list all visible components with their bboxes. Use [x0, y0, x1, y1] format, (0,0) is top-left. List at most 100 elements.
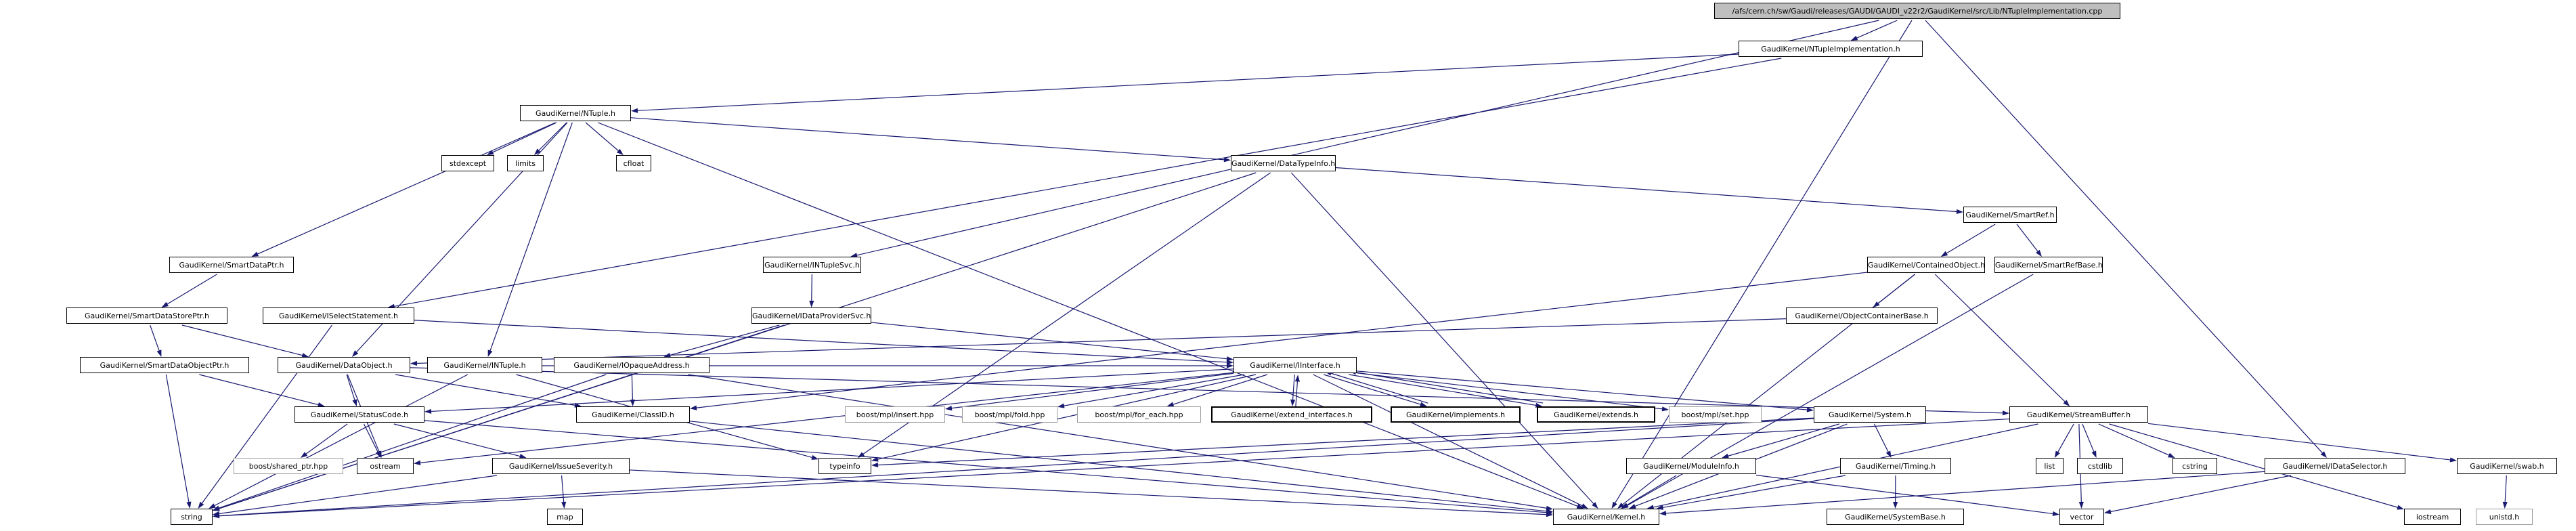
edge-ntuple-to-smartdataptr	[251, 122, 556, 257]
edge-smartdatastoreptr-to-smartdataobjectptr	[150, 324, 162, 357]
edge-datatypeinfo-to-smartref	[1335, 167, 1963, 214]
edge-streambuffer-to-swab	[2147, 423, 2457, 463]
edge-datatypeinfo-to-kernel	[1290, 172, 1598, 509]
edge-extend_interfaces-to-iinterface	[1294, 375, 1301, 407]
node-extends[interactable]: GaudiKernel/extends.h	[1537, 406, 1655, 423]
edge-iinterface-to-kernel	[1313, 374, 1588, 509]
edge-issueseverity-to-kernel	[629, 469, 1553, 517]
node-swab[interactable]: GaudiKernel/swab.h	[2457, 458, 2557, 474]
node-cfloat[interactable]: cfloat	[616, 155, 651, 171]
edge-issueseverity-to-map_n	[561, 475, 567, 509]
node-smartrefbase[interactable]: GaudiKernel/SmartRefBase.h	[1994, 257, 2103, 273]
node-issueseverity[interactable]: GaudiKernel/IssueSeverity.h	[492, 458, 630, 474]
node-classid[interactable]: GaudiKernel/ClassID.h	[576, 406, 690, 423]
node-statuscode[interactable]: GaudiKernel/StatusCode.h	[294, 406, 424, 423]
node-ntuple[interactable]: GaudiKernel/NTuple.h	[520, 105, 631, 121]
edge-idataprovidersvc-to-iopaqueaddress	[663, 324, 780, 358]
node-boost_mpl_for_each[interactable]: boost/mpl/for_each.hpp	[1077, 406, 1201, 423]
edge-cpp-to-ntupleimpl_h	[1850, 20, 1898, 41]
node-ostream[interactable]: ostream	[357, 458, 414, 474]
edge-smartdataobjectptr-to-statuscode	[199, 374, 325, 408]
edge-timing-to-kernel	[1656, 475, 1846, 510]
node-dataobject[interactable]: GaudiKernel/DataObject.h	[278, 357, 410, 373]
edge-iinterface-to-boost_mpl_for_each	[1166, 374, 1268, 407]
edge-iinterface-to-boost_mpl_fold	[1057, 374, 1245, 408]
edge-moduleinfo-to-vector_n	[1755, 474, 2059, 516]
node-iopaqueaddress[interactable]: GaudiKernel/IOpaqueAddress.h	[554, 357, 710, 373]
edge-ntuple-to-intuple_i	[487, 122, 573, 357]
edge-iopaqueaddress-to-classid	[630, 374, 635, 406]
node-cpp[interactable]: /afs/cern.ch/sw/Gaudi/releases/GAUDI/GAU…	[1714, 3, 2120, 19]
edge-dataobject-to-classid	[395, 374, 582, 408]
edge-intuple_i-to-string_n	[209, 374, 468, 509]
node-unistd[interactable]: unistd.h	[2476, 509, 2533, 525]
node-typeinfo[interactable]: typeinfo	[818, 458, 871, 474]
node-cstring[interactable]: cstring	[2173, 458, 2217, 474]
node-iostream_n[interactable]: iostream	[2404, 509, 2461, 525]
edge-streambuffer-to-string_n	[213, 418, 2010, 519]
node-timing[interactable]: GaudiKernel/Timing.h	[1840, 458, 1951, 474]
node-list_n[interactable]: list	[2036, 458, 2064, 474]
node-intuple_i[interactable]: GaudiKernel/INTuple.h	[427, 357, 542, 373]
node-boost_mpl_insert[interactable]: boost/mpl/insert.hpp	[845, 406, 945, 423]
edge-iinterface-to-boost_mpl_insert	[945, 373, 1234, 411]
edge-statuscode-to-issueseverity	[393, 423, 527, 459]
node-vector_n[interactable]: vector	[2059, 509, 2104, 525]
edge-intuplesvc-to-idataprovidersvc	[809, 274, 814, 307]
node-smartdatastoreptr[interactable]: GaudiKernel/SmartDataStorePtr.h	[66, 307, 227, 324]
node-idataprovidersvc[interactable]: GaudiKernel/IDataProviderSvc.h	[751, 307, 871, 324]
node-streambuffer[interactable]: GaudiKernel/StreamBuffer.h	[2009, 406, 2148, 423]
edge-iinterface-to-system	[1356, 370, 1814, 412]
edge-system-to-timing	[1873, 423, 1892, 458]
node-objectcontainerbase[interactable]: GaudiKernel/ObjectContainerBase.h	[1786, 307, 1938, 324]
node-cstdlib[interactable]: cstdlib	[2077, 458, 2123, 474]
edge-dataobject-to-streambuffer	[410, 367, 2009, 416]
edge-smartref-to-smartrefbase	[2016, 224, 2042, 257]
edge-iinterface-to-typeinfo	[871, 374, 1257, 462]
edge-dataobject-to-statuscode	[346, 374, 357, 406]
node-limits[interactable]: limits	[507, 155, 544, 171]
edge-ntupleimpl_h-to-iselectstatement	[387, 58, 1782, 309]
edge-cpp-to-kernel	[1611, 20, 1913, 509]
edge-idataselector-to-kernel	[1659, 471, 2265, 516]
node-moduleinfo[interactable]: GaudiKernel/ModuleInfo.h	[1626, 458, 1756, 474]
edge-iinterface-to-implements	[1324, 374, 1427, 407]
edge-smartdatastoreptr-to-dataobject	[181, 324, 309, 358]
node-smartdataptr[interactable]: GaudiKernel/SmartDataPtr.h	[169, 257, 294, 273]
edge-statuscode-to-ostream	[363, 423, 381, 458]
node-boost_mpl_fold[interactable]: boost/mpl/fold.hpp	[962, 406, 1057, 423]
node-ntupleimpl_h[interactable]: GaudiKernel/NTupleImplementation.h	[1739, 41, 1923, 57]
edge-iinterface-to-ostream	[414, 372, 1234, 465]
node-boost_shared_ptr[interactable]: boost/shared_ptr.hpp	[234, 458, 343, 474]
node-smartdataobjectptr[interactable]: GaudiKernel/SmartDataObjectPtr.h	[80, 357, 249, 373]
node-idataselector[interactable]: GaudiKernel/IDataSelector.h	[2265, 458, 2405, 474]
edge-objectcontainerbase-to-dataobject	[410, 318, 1787, 366]
node-systembase[interactable]: GaudiKernel/SystemBase.h	[1827, 509, 1964, 525]
edge-iopaqueaddress-to-string_n	[213, 374, 607, 511]
edge-containedobject-to-streambuffer	[1934, 274, 2070, 406]
edge-swab-to-unistd	[2502, 475, 2508, 509]
edge-idataselector-to-vector_n	[2104, 475, 2292, 514]
node-implements[interactable]: GaudiKernel/implements.h	[1391, 406, 1521, 423]
edge-smartdataptr-to-smartdatastoreptr	[161, 274, 217, 307]
node-iselectstatement[interactable]: GaudiKernel/ISelectStatement.h	[263, 307, 414, 324]
node-system[interactable]: GaudiKernel/System.h	[1814, 406, 1926, 423]
node-extend_interfaces[interactable]: GaudiKernel/extend_interfaces.h	[1211, 406, 1372, 423]
node-datatypeinfo[interactable]: GaudiKernel/DataTypeInfo.h	[1231, 155, 1336, 171]
node-boost_mpl_set[interactable]: boost/mpl/set.hpp	[1669, 406, 1762, 423]
edge-idataprovidersvc-to-iinterface	[871, 322, 1234, 362]
node-containedobject[interactable]: GaudiKernel/ContainedObject.h	[1867, 257, 1985, 273]
node-iinterface[interactable]: GaudiKernel/IInterface.h	[1234, 357, 1357, 373]
node-kernel[interactable]: GaudiKernel/Kernel.h	[1553, 509, 1659, 525]
node-string_n[interactable]: string	[171, 509, 213, 525]
node-smartref[interactable]: GaudiKernel/SmartRef.h	[1963, 207, 2057, 223]
node-intuplesvc[interactable]: GaudiKernel/INTupleSvc.h	[763, 257, 861, 273]
node-map_n[interactable]: map	[547, 509, 583, 525]
edge-cpp-to-intuplesvc	[850, 20, 1879, 258]
edge-iselectstatement-to-string_n	[198, 324, 332, 509]
node-stdexcept[interactable]: stdexcept	[441, 155, 494, 171]
edge-statuscode-to-boost_shared_ptr	[300, 423, 348, 458]
edge-ntuple-to-kernel	[597, 122, 1584, 509]
